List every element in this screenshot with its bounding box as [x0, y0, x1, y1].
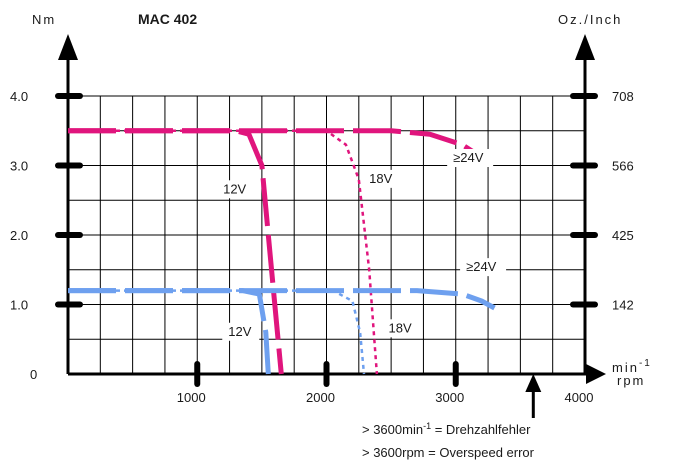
series-label: 12V: [223, 181, 246, 196]
x-tick-label: 4000: [565, 390, 594, 405]
series-label-background: [217, 180, 255, 199]
series-line-4: [68, 289, 366, 375]
y-left-tick-label: 3.0: [10, 159, 28, 174]
x-axis-unit-rpm: rpm: [617, 373, 645, 388]
label-group: 12V 18V ≥24V ≥24V 12V 18V: [217, 149, 507, 341]
y-right-tick-label: 566: [612, 159, 634, 174]
series-label-background: [222, 322, 260, 341]
series-line-2: [68, 128, 483, 160]
series-label: 12V: [228, 324, 251, 339]
y-left-tick-label: 4.0: [10, 89, 28, 104]
x-axis-unit-exponent: -1: [639, 358, 652, 369]
y-left-tick-label: 0: [30, 367, 37, 382]
chart-title: MAC 402: [138, 11, 197, 27]
series-label: ≥24V: [453, 150, 484, 165]
y-axis-left-arrow: [58, 34, 78, 60]
series-label: ≥24V: [466, 259, 497, 274]
annotation-line-1-sup: -1: [423, 421, 431, 431]
annotation-line-1-b: = Drehzahlfehler: [431, 422, 531, 437]
series-label-background: [382, 319, 420, 338]
y-left-tick-label: 1.0: [10, 298, 28, 313]
annotation-line-1-a: > 3600min: [362, 422, 423, 437]
series-group: [68, 128, 496, 375]
y-right-tick-label: 142: [612, 298, 634, 313]
x-tick-label: 1000: [177, 390, 206, 405]
x-tick-label: 3000: [435, 390, 464, 405]
axes: [58, 34, 606, 418]
y-right-tick-label: 708: [612, 89, 634, 104]
y-left-tick-label: 2.0: [10, 228, 28, 243]
axis-ticks: 1000 2000 3000 4000 0 1.0 2.0 3.0 4.0 142 425 566 70…: [10, 89, 634, 405]
x-axis-arrow: [586, 364, 606, 384]
overspeed-arrow-head: [525, 374, 542, 392]
x-axis-unit-min: min-1: [612, 358, 652, 375]
series-label: 18V: [389, 320, 412, 335]
annotation-line-2: > 3600rpm = Overspeed error: [362, 445, 535, 460]
x-axis-unit-min-text: min: [612, 360, 639, 375]
grid-lines: [68, 95, 585, 374]
series-line-0: [68, 128, 284, 375]
y-axis-right-unit: Oz./Inch: [558, 12, 622, 27]
y-right-tick-label: 425: [612, 228, 634, 243]
series-label-background: [460, 258, 507, 277]
series-label: 18V: [369, 171, 392, 186]
y-axis-right-arrow: [575, 34, 595, 60]
annotation-line-1: > 3600min-1 = Drehzahlfehler: [362, 421, 531, 437]
series-label-background: [447, 149, 494, 168]
x-tick-label: 2000: [306, 390, 335, 405]
series-label-background: [363, 169, 401, 188]
series-line-5: [68, 288, 496, 311]
y-axis-left-unit: Nm: [32, 12, 56, 27]
